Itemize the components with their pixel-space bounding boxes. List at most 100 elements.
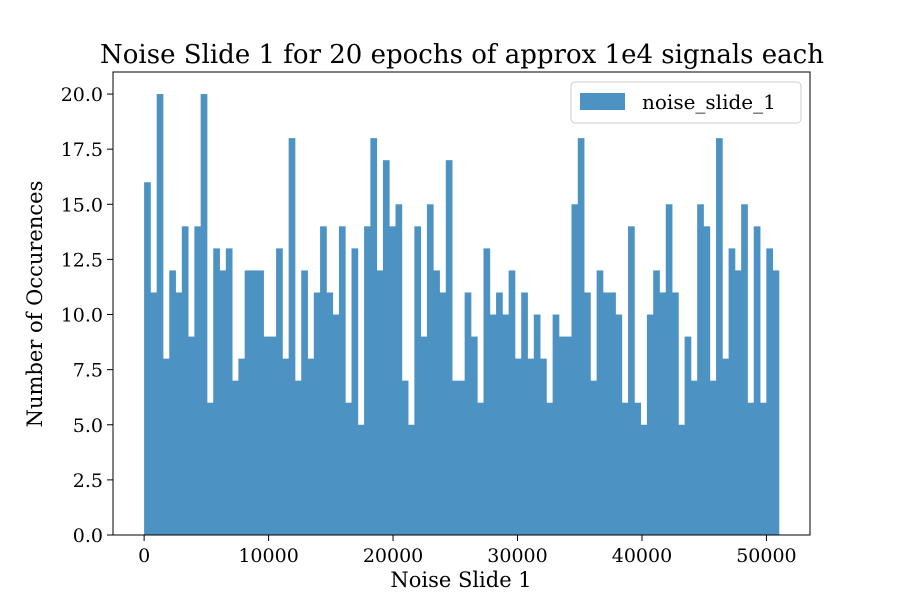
histogram-bars: [144, 94, 780, 536]
histogram-bar-35: [364, 226, 371, 536]
legend: noise_slide_1: [570, 81, 802, 124]
histogram-bar-43: [414, 226, 422, 536]
histogram-bar-16: [244, 270, 252, 535]
x-tick-label-1: 10000: [238, 545, 298, 567]
histogram-bar-71: [590, 380, 598, 535]
histogram-bar-53: [477, 402, 484, 535]
x-axis-ticks: 0 10000 20000 30000 40000 50000: [138, 535, 797, 567]
y-axis-label: Number of Occurences: [23, 181, 47, 428]
legend-swatch-noise-slide-1: [580, 93, 625, 110]
x-tick-label-5: 50000: [736, 545, 796, 567]
histogram-bar-14: [232, 380, 239, 535]
histogram-bar-66: [558, 336, 566, 535]
histogram-bar-94: [734, 270, 742, 535]
histogram-bar-55: [489, 314, 497, 535]
histogram-bar-7: [188, 336, 195, 535]
histogram-bar-36: [370, 138, 378, 535]
histogram-bar-33: [351, 248, 359, 535]
histogram-bar-50: [458, 380, 466, 535]
histogram-bar-89: [703, 226, 711, 536]
histogram-bar-99: [766, 248, 773, 535]
histogram-bar-61: [527, 358, 535, 535]
histogram-bar-23: [288, 138, 296, 535]
histogram-bar-21: [276, 248, 283, 535]
histogram-bar-25: [301, 270, 308, 535]
histogram-bar-31: [338, 226, 346, 536]
histogram-bar-76: [621, 402, 629, 535]
histogram-bar-22: [282, 358, 290, 535]
histogram-bar-45: [426, 204, 434, 536]
histogram-bar-96: [747, 402, 755, 535]
histogram-bar-19: [263, 336, 271, 535]
histogram-bar-86: [684, 336, 692, 535]
y-tick-label-0: 0.0: [73, 525, 103, 547]
histogram-bar-44: [420, 336, 428, 535]
histogram-bar-83: [665, 204, 673, 536]
histogram-bar-92: [722, 358, 730, 535]
histogram-bar-58: [508, 270, 516, 535]
histogram-bar-97: [753, 226, 761, 536]
histogram-bar-26: [307, 358, 315, 535]
histogram-bar-37: [376, 270, 384, 535]
histogram-bar-91: [716, 138, 723, 535]
histogram-bar-27: [313, 292, 321, 535]
histogram-bar-41: [401, 380, 409, 535]
plot-frame: [112, 71, 811, 536]
y-tick-label-1: 2.5: [73, 470, 103, 492]
histogram-bar-100: [772, 270, 780, 535]
histogram-bar-9: [200, 94, 208, 536]
x-tick-label-4: 40000: [612, 545, 672, 567]
histogram-bar-62: [533, 314, 541, 535]
histogram-bar-10: [206, 402, 214, 535]
histogram-bar-63: [540, 358, 547, 535]
histogram-bar-47: [439, 292, 447, 535]
histogram-bar-64: [546, 402, 554, 535]
histogram-bar-2: [156, 94, 164, 536]
histogram-bar-72: [596, 270, 604, 535]
histogram-bar-15: [238, 358, 246, 535]
histogram-bar-28: [320, 226, 327, 536]
histogram-bar-90: [709, 380, 717, 535]
histogram-bar-88: [697, 204, 704, 536]
legend-box: [570, 81, 802, 124]
histogram-bar-12: [219, 270, 227, 535]
histogram-bar-52: [470, 336, 478, 535]
histogram-bar-60: [521, 292, 528, 535]
histogram-bar-56: [496, 292, 503, 535]
y-tick-label-4: 10.0: [61, 305, 103, 327]
histogram-bar-75: [615, 314, 623, 535]
histogram-bar-40: [395, 204, 403, 536]
histogram-bar-46: [433, 270, 440, 535]
histogram-bar-5: [175, 292, 183, 535]
histogram-bar-30: [332, 314, 340, 535]
histogram-bar-80: [646, 314, 654, 535]
histogram-bar-54: [483, 248, 491, 535]
histogram-bar-79: [640, 424, 648, 535]
histogram-bar-70: [584, 292, 591, 535]
histogram-bar-39: [389, 226, 396, 536]
histogram-bar-34: [357, 424, 365, 535]
histogram-bar-29: [326, 292, 334, 535]
legend-label-noise-slide-1: noise_slide_1: [642, 90, 776, 114]
histogram-bar-87: [690, 380, 698, 535]
histogram-bar-49: [452, 380, 459, 535]
histogram-bar-77: [628, 226, 635, 536]
histogram-bar-11: [213, 248, 220, 535]
histogram-bar-0: [144, 182, 151, 535]
histogram-bar-84: [672, 292, 679, 535]
histogram-bar-6: [181, 226, 189, 536]
histogram-bar-68: [571, 204, 579, 536]
y-tick-label-6: 15.0: [61, 194, 103, 216]
histogram-bar-32: [345, 402, 352, 535]
histogram-bar-17: [250, 270, 258, 535]
histogram-bar-78: [634, 402, 642, 535]
histogram-bar-69: [577, 138, 585, 535]
x-tick-label-2: 20000: [363, 545, 423, 567]
y-tick-label-8: 20.0: [61, 84, 103, 106]
y-tick-label-7: 17.5: [61, 139, 103, 161]
histogram-bar-20: [269, 336, 277, 535]
histogram-bar-51: [464, 292, 472, 535]
histogram-bar-73: [602, 292, 610, 535]
